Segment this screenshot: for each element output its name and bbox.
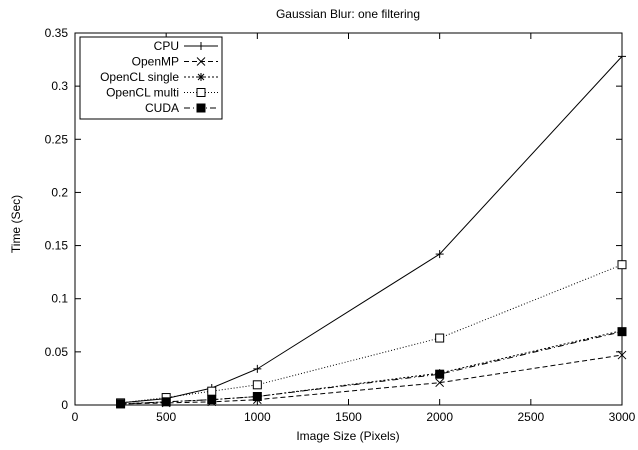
legend-label-opencl-multi: OpenCL multi xyxy=(106,86,179,100)
legend-marker-cuda xyxy=(196,103,206,113)
legend-label-cuda: CUDA xyxy=(145,101,179,115)
y-tick-label: 0 xyxy=(61,398,68,412)
series-line-openmp xyxy=(120,354,623,405)
x-tick-label: 2500 xyxy=(517,410,544,424)
y-tick-label: 0.2 xyxy=(51,185,68,199)
legend-label-cpu: CPU xyxy=(154,39,179,53)
legend-label-opencl-single: OpenCL single xyxy=(100,70,179,84)
legend-marker-opencl-multi xyxy=(196,88,206,97)
data-point-openmp xyxy=(435,378,445,388)
data-point-opencl-multi xyxy=(435,333,445,343)
x-tick-label: 3000 xyxy=(609,410,636,424)
data-point-cpu xyxy=(618,52,626,61)
data-point-opencl-multi xyxy=(617,260,627,270)
legend-marker-openmp xyxy=(196,57,206,66)
data-point-cuda xyxy=(617,327,627,337)
y-tick-label: 0.1 xyxy=(51,292,68,306)
legend-label-openmp: OpenMP xyxy=(132,55,179,69)
plot-area: 0 500 1000 1500 2000 2500 3000 0 0.05 0.1 0.15 0.2 0… xyxy=(45,26,636,424)
x-tick-label: 0 xyxy=(72,410,79,424)
y-tick-label: 0.35 xyxy=(45,26,69,40)
x-axis-title: Image Size (Pixels) xyxy=(296,429,399,443)
x-tick-label: 1000 xyxy=(244,410,271,424)
data-point-cpu xyxy=(435,250,444,259)
y-tick-label: 0.3 xyxy=(51,79,68,93)
data-point-opencl-multi xyxy=(252,380,262,390)
data-point-cpu xyxy=(253,364,262,373)
data-point-opencl-multi xyxy=(207,386,217,396)
legend-marker-opencl-single xyxy=(197,73,205,81)
y-tick-label: 0.05 xyxy=(45,345,69,359)
legend-marker-openmp-b xyxy=(196,57,206,66)
data-point-cuda xyxy=(207,395,217,405)
series-line-cuda xyxy=(120,331,623,405)
y-tick-label: 0.25 xyxy=(45,132,69,146)
x-tick-label: 2000 xyxy=(426,410,453,424)
data-point-openmp-b xyxy=(617,350,627,360)
series-line-cpu xyxy=(120,56,623,404)
data-point-openmp-b xyxy=(435,378,445,388)
data-point-cuda xyxy=(252,391,262,401)
y-tick-label: 0.15 xyxy=(45,239,69,253)
series-line-opencl-multi xyxy=(120,264,623,404)
legend-marker-opencl-single-b xyxy=(197,73,205,81)
y-axis-title: Time (Sec) xyxy=(9,195,23,253)
data-point-cuda xyxy=(116,399,126,409)
legend-marker-cpu xyxy=(197,42,205,50)
chart-title: Gaussian Blur: one filtering xyxy=(276,7,420,21)
x-tick-label: 500 xyxy=(156,410,176,424)
data-point-openmp xyxy=(617,350,627,360)
x-tick-label: 1500 xyxy=(335,410,362,424)
data-point-cuda xyxy=(161,397,171,407)
data-point-cuda xyxy=(435,369,445,379)
